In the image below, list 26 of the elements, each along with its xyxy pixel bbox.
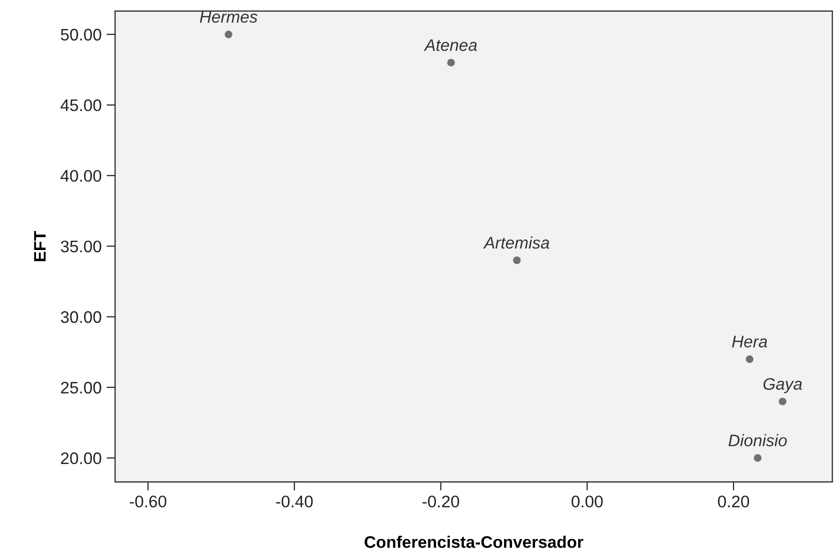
annotation: Hera [732,336,768,348]
x-tick-label: 0.20 [718,496,750,508]
y-tick-label: 25.00 [61,382,102,394]
annotation: Dionisio [728,434,787,446]
x-axis-title: Conferencista-Conversador [364,536,584,548]
point [746,355,754,363]
x-tick-label: 0.00 [572,496,603,508]
y-tick-label: 35.00 [60,240,102,252]
y-tick-label: 50.00 [60,28,102,41]
point [754,454,762,462]
y-tick-label: 45.00 [60,99,102,112]
annotation: Atenea [424,39,477,51]
x-tick-label: -0.60 [130,496,166,508]
annotation: Artemisa [483,236,550,249]
point [778,398,786,406]
annotation: Hermes [200,11,258,23]
y-axis-title: EFT [34,230,46,262]
point [447,58,455,66]
x-tick-label: -0.40 [276,496,313,508]
y-tick-label: 40.00 [60,170,102,182]
x-tick-label: -0.20 [422,496,460,508]
point [224,30,232,38]
annotation: Gaya [763,378,802,394]
y-tick-label: 20.00 [61,452,102,464]
point [513,256,521,264]
y-tick-label: 30.00 [60,311,102,323]
